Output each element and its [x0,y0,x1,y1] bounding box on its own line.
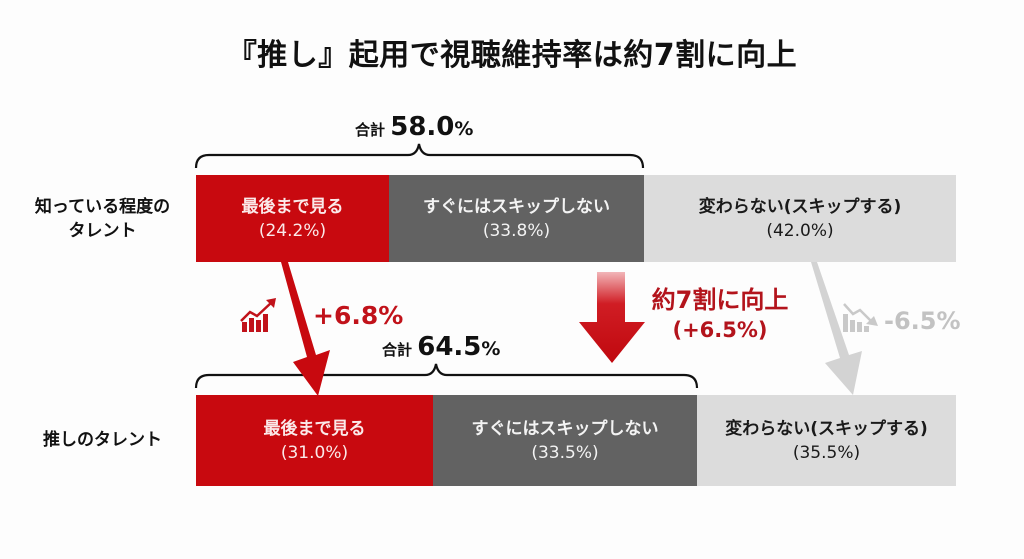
segment-value: (31.0%) [280,442,349,463]
trend-down-chart-icon [843,303,878,332]
segment-value: (35.5%) [792,442,861,463]
segment-watch-to-end: 最後まで見る (31.0%) [196,395,433,486]
segment-label: すぐにはスキップしない [423,196,610,217]
total-prefix: 合計 [382,341,413,359]
segment-value: (33.5%) [531,442,599,463]
total-bracket-bottom [194,363,699,389]
total-row-2: 合計 64.5% [382,332,500,362]
segment-label: 最後まで見る [263,418,366,439]
total-suffix: % [454,118,474,140]
segment-label: すぐにはスキップしない [471,418,659,439]
segment-label: 変わらない(スキップする) [698,196,902,217]
total-bracket-top [194,143,645,169]
segment-no-change-skip: 変わらない(スキップする) (42.0%) [644,175,956,262]
arrow-total-increase [579,272,645,363]
segment-no-immediate-skip: すぐにはスキップしない (33.8%) [389,175,644,262]
arrow-watch-increase [281,262,330,396]
row-label-line1: 知っている程度の [34,197,171,217]
segment-label: 最後まで見る [241,196,344,217]
row-label-line1: 推しのタレント [43,430,162,450]
callout-line2: (+6.5%) [672,318,768,342]
total-value: 64.5 [417,332,482,362]
total-suffix: % [481,338,501,360]
segment-value: (24.2%) [258,220,327,241]
arrow-skip-decrease [811,262,862,395]
segment-watch-to-end: 最後まで見る (24.2%) [196,175,389,262]
segment-label: 変わらない(スキップする) [725,418,928,439]
total-value: 58.0 [390,112,455,142]
row-label-casual-talent: 知っている程度の タレント [10,195,195,243]
row-label-line2: タレント [68,221,137,241]
segment-no-change-skip: 変わらない(スキップする) (35.5%) [697,395,956,486]
stacked-bar-oshi-talent: 最後まで見る (31.0%) すぐにはスキップしない (33.5%) 変わらない… [196,395,956,486]
chart-title: 『推し』起用で視聴維持率は約7割に向上 [226,38,798,73]
segment-value: (33.8%) [482,220,551,241]
segment-no-immediate-skip: すぐにはスキップしない (33.5%) [433,395,697,486]
trend-up-chart-icon [240,298,276,332]
total-prefix: 合計 [355,121,386,139]
stacked-bar-casual-talent: 最後まで見る (24.2%) すぐにはスキップしない (33.8%) 変わらない… [196,175,956,262]
skip-delta-label: -6.5% [884,307,961,335]
row-label-oshi-talent: 推しのタレント [10,428,195,452]
total-row-1: 合計 58.0% [355,112,473,142]
watch-delta-label: +6.8% [313,301,404,330]
callout-total-increase: 約7割に向上 (+6.5%) [640,285,800,345]
callout-line1: 約7割に向上 [651,286,789,314]
segment-value: (42.0%) [766,220,834,241]
